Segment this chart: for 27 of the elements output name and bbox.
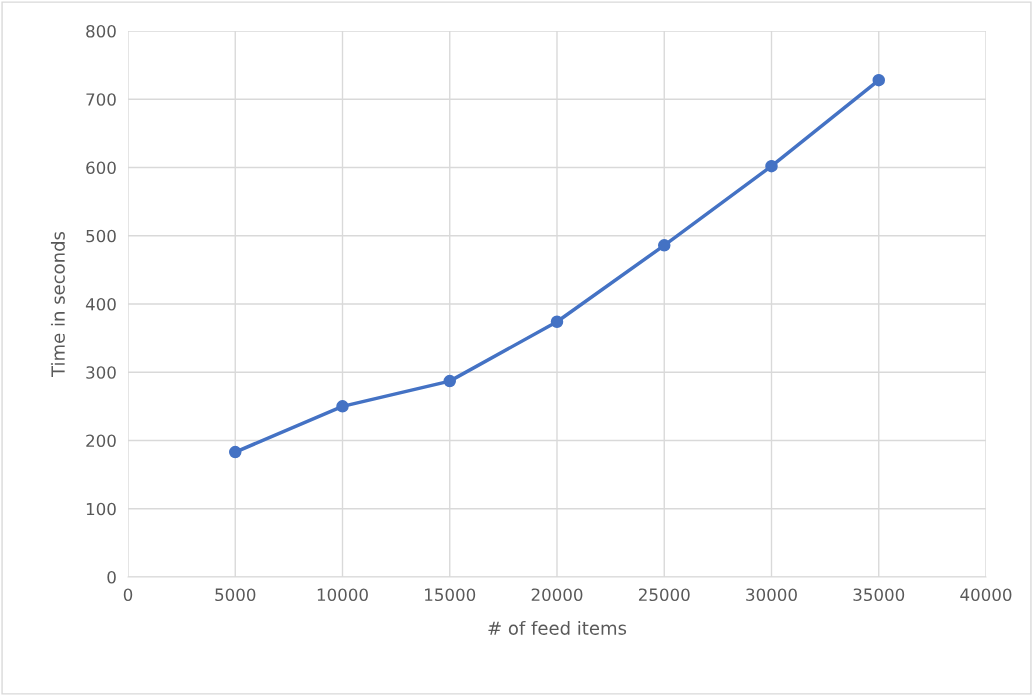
y-tick-label: 600 — [86, 161, 116, 175]
x-tick-label: 5000 — [215, 588, 256, 602]
point — [872, 73, 886, 87]
y-tick-label: 400 — [85, 297, 116, 311]
x-tick-label: 15000 — [425, 588, 476, 602]
y-tick-label: 0 — [107, 570, 116, 584]
point — [765, 159, 778, 173]
y-tick-label: 100 — [86, 502, 116, 516]
x-axis-title: # of feed items — [488, 620, 627, 635]
y-tick-label: 700 — [86, 93, 116, 106]
point — [550, 315, 564, 328]
x-tick-label: 40000 — [960, 588, 1012, 602]
point — [657, 239, 671, 252]
point — [228, 445, 242, 459]
y-tick-label: 200 — [86, 434, 116, 448]
y-tick-label: 300 — [86, 366, 116, 379]
x-tick-label: 10000 — [317, 588, 368, 602]
y-axis-title: Time in seconds — [50, 231, 65, 378]
x-tick-label: 25000 — [638, 588, 690, 602]
point — [336, 400, 349, 413]
x-tick-label: 35000 — [853, 588, 905, 602]
x-tick-label: 0 — [123, 588, 133, 602]
point — [443, 374, 457, 388]
y-tick-label: 500 — [86, 229, 116, 243]
x-tick-label: 30000 — [746, 588, 797, 602]
x-tick-label: 20000 — [531, 588, 583, 602]
y-tick-label: 800 — [86, 24, 116, 38]
